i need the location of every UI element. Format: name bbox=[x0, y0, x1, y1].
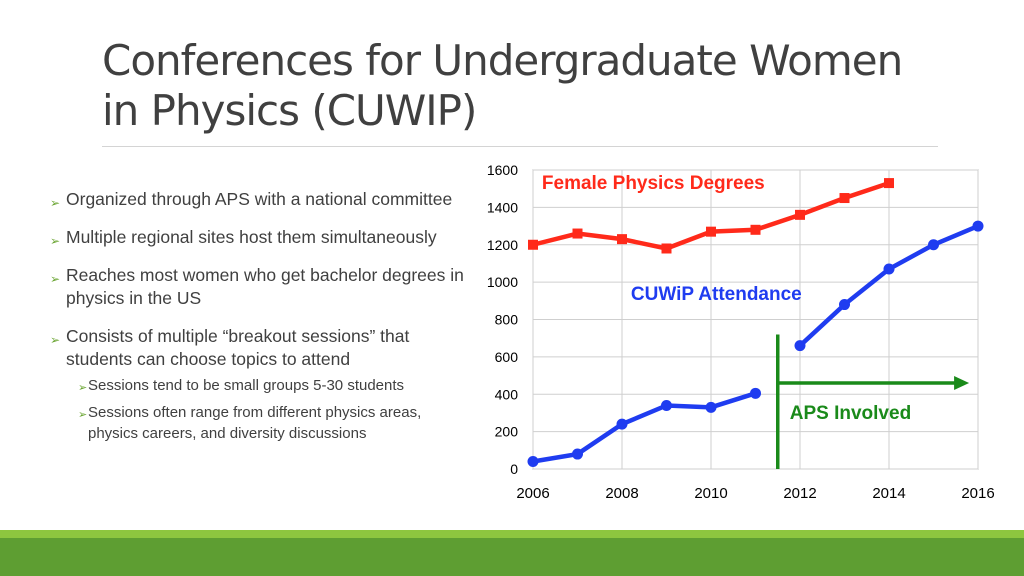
bullet-text: Organized through APS with a national co… bbox=[66, 189, 453, 209]
arrow-bullet-icon: ➢ bbox=[50, 196, 61, 210]
data-point-female-degrees bbox=[795, 209, 805, 220]
aps-involved-label: APS Involved bbox=[790, 403, 911, 424]
footer-accent-strip bbox=[0, 530, 1024, 538]
data-point-cuwip-attendance bbox=[883, 263, 895, 275]
bullet-item: ➢ Reaches most women who get bachelor de… bbox=[50, 264, 470, 310]
series-label-female-degrees: Female Physics Degrees bbox=[542, 173, 765, 194]
y-tick-label: 600 bbox=[495, 349, 519, 365]
data-point-cuwip-attendance bbox=[972, 220, 984, 232]
bullet-list: ➢ Organized through APS with a national … bbox=[50, 188, 470, 450]
y-tick-label: 800 bbox=[495, 312, 519, 328]
x-tick-label: 2008 bbox=[605, 485, 638, 502]
x-tick-label: 2006 bbox=[516, 485, 549, 502]
slide-title: Conferences for Undergraduate Women in P… bbox=[102, 36, 962, 136]
bullet-text: Reaches most women who get bachelor degr… bbox=[66, 265, 464, 308]
data-point-cuwip-attendance bbox=[794, 340, 806, 352]
data-point-female-degrees bbox=[661, 243, 672, 254]
x-tick-label: 2012 bbox=[783, 485, 816, 502]
y-tick-label: 0 bbox=[510, 461, 518, 477]
sub-bullet-text: Sessions tend to be small groups 5-30 st… bbox=[88, 377, 405, 394]
sub-bullet-text: Sessions often range from different phys… bbox=[88, 404, 422, 442]
arrow-bullet-icon: ➢ bbox=[50, 333, 61, 347]
sub-bullet-item: ➢ Sessions tend to be small groups 5-30 … bbox=[78, 375, 470, 396]
data-point-cuwip-attendance bbox=[750, 387, 761, 399]
x-tick-label: 2016 bbox=[961, 485, 994, 502]
title-divider bbox=[102, 146, 938, 147]
data-point-cuwip-attendance bbox=[572, 448, 583, 460]
x-tick-label: 2014 bbox=[872, 485, 905, 502]
bullet-text: Multiple regional sites host them simult… bbox=[66, 227, 437, 247]
footer-bar bbox=[0, 538, 1024, 576]
y-tick-label: 400 bbox=[495, 386, 519, 402]
data-point-cuwip-attendance bbox=[928, 239, 939, 251]
bullet-item: ➢ Consists of multiple “breakout session… bbox=[50, 325, 470, 371]
data-point-cuwip-attendance bbox=[705, 401, 717, 413]
slide-title-line-2: in Physics (CUWIP) bbox=[102, 86, 477, 135]
data-point-cuwip-attendance bbox=[661, 399, 672, 411]
data-point-female-degrees bbox=[839, 193, 850, 204]
aps-involved-arrow-head bbox=[954, 376, 970, 391]
slide-title-line-1: Conferences for Undergraduate Women bbox=[102, 36, 903, 85]
y-tick-label: 1600 bbox=[487, 162, 518, 178]
data-point-female-degrees bbox=[572, 228, 583, 239]
data-point-cuwip-attendance bbox=[527, 456, 539, 468]
sub-bullet-list: ➢ Sessions tend to be small groups 5-30 … bbox=[50, 375, 470, 444]
data-point-female-degrees bbox=[617, 234, 627, 245]
y-tick-label: 200 bbox=[495, 424, 519, 440]
arrow-bullet-icon: ➢ bbox=[50, 234, 61, 248]
sub-bullet-item: ➢ Sessions often range from different ph… bbox=[78, 402, 470, 444]
data-point-cuwip-attendance bbox=[616, 418, 628, 430]
y-tick-label: 1400 bbox=[487, 199, 518, 215]
arrow-bullet-icon: ➢ bbox=[78, 382, 88, 394]
line-chart: 0 200 400 600 800 1000 1200 1400 1600 2006 2008 201… bbox=[487, 162, 995, 502]
data-point-female-degrees bbox=[528, 239, 538, 250]
data-point-female-degrees bbox=[706, 226, 716, 237]
series-label-cuwip-attendance: CUWiP Attendance bbox=[631, 284, 802, 305]
y-tick-label: 1200 bbox=[487, 237, 518, 253]
x-tick-label: 2010 bbox=[694, 485, 727, 502]
bullet-item: ➢ Organized through APS with a national … bbox=[50, 188, 470, 211]
y-tick-label: 1000 bbox=[487, 274, 518, 290]
series-line-cuwip-attendance bbox=[532, 391, 757, 464]
data-point-female-degrees bbox=[750, 224, 761, 235]
arrow-bullet-icon: ➢ bbox=[78, 409, 88, 421]
bullet-text: Consists of multiple “breakout sessions”… bbox=[66, 326, 410, 369]
data-point-cuwip-attendance bbox=[839, 299, 850, 311]
bullet-item: ➢ Multiple regional sites host them simu… bbox=[50, 226, 470, 249]
arrow-bullet-icon: ➢ bbox=[50, 272, 61, 286]
data-point-female-degrees bbox=[884, 178, 894, 189]
